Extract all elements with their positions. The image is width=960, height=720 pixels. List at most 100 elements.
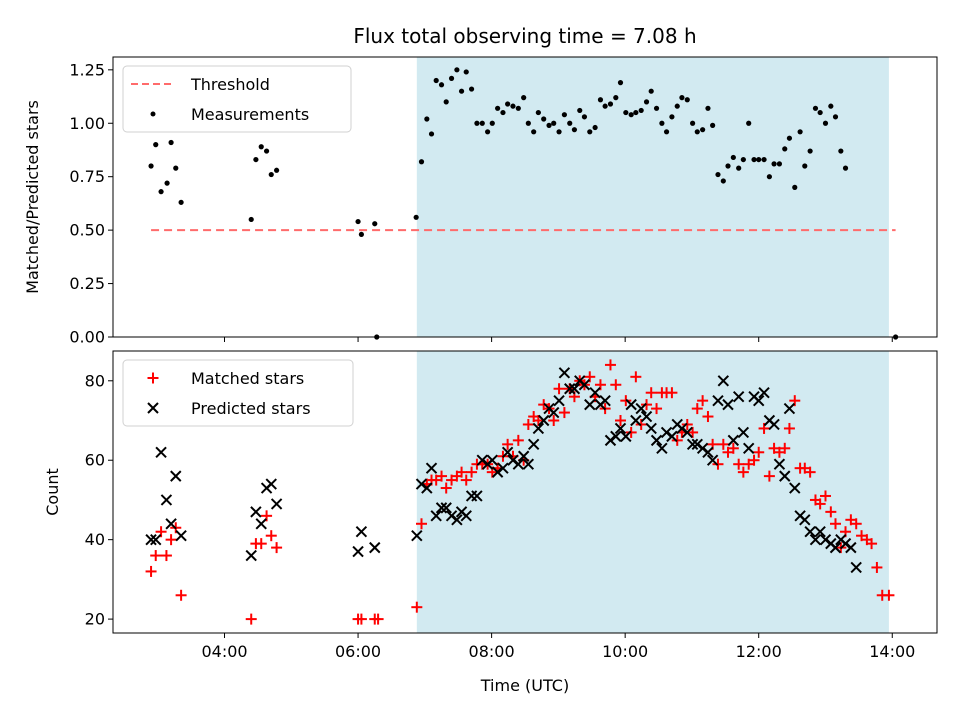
x-tick-label: 06:00	[335, 642, 381, 661]
predicted-star-point	[737, 426, 750, 439]
measurement-point	[623, 109, 629, 116]
measurement-point	[443, 99, 449, 105]
matched-star-point	[825, 506, 837, 518]
matched-star-point	[456, 466, 468, 478]
measurement-point	[424, 116, 430, 122]
y-tick-label: 40	[85, 530, 105, 549]
measurement-point	[838, 148, 844, 154]
measurement-point	[638, 107, 644, 114]
predicted-star-point	[686, 438, 699, 451]
y-tick-label: 0.00	[69, 328, 105, 347]
predicted-star-point	[527, 438, 540, 451]
legend: Threshold Measurements	[122, 65, 352, 133]
predicted-star-point	[742, 442, 755, 455]
predicted-star-point	[625, 398, 637, 411]
predicted-star-point	[175, 529, 187, 542]
measurement-point	[153, 142, 159, 148]
measurement-point	[433, 77, 439, 84]
predicted-star-point	[640, 410, 653, 423]
matched-star-point	[160, 550, 172, 562]
matched-star-point	[697, 395, 709, 407]
predicted-star-point	[578, 379, 591, 391]
measurement-point	[628, 112, 634, 118]
predicted-star-point	[537, 414, 550, 427]
y-tick-label: 1.00	[69, 114, 105, 133]
measurement-point	[633, 109, 639, 116]
predicted-star-point	[352, 545, 364, 558]
matched-star-point	[866, 538, 878, 550]
predicted-star-point	[809, 533, 822, 546]
predicted-star-point	[589, 386, 601, 399]
top-marks	[148, 67, 899, 340]
legend-matched-swatch	[147, 372, 159, 384]
legend-predicted-swatch	[147, 402, 159, 414]
y-tick-label: 60	[85, 451, 105, 470]
measurement-point	[822, 120, 829, 126]
measurement-point	[776, 161, 783, 167]
predicted-star-point	[706, 454, 719, 466]
matched-star-point	[271, 542, 283, 554]
y-tick-label: 0.25	[69, 274, 105, 293]
measurement-point	[746, 120, 752, 126]
measurement-point	[458, 88, 465, 94]
predicted-star-point	[779, 470, 791, 482]
predicted-star-point	[165, 518, 177, 530]
matched-star-point	[779, 442, 791, 454]
measurement-point	[268, 171, 274, 178]
matched-star-point	[502, 438, 514, 450]
predicted-star-point	[610, 430, 622, 443]
measurement-point	[832, 114, 839, 120]
legend: Matched stars Predicted stars	[122, 359, 354, 427]
predicted-star-point	[425, 462, 438, 474]
measurement-point	[248, 216, 254, 223]
matched-star-point	[165, 534, 177, 546]
y-tick-label: 0.75	[69, 167, 105, 186]
measurement-point	[355, 218, 361, 225]
top-ticks: 0.00 0.25 0.50 0.75 1.00 1.25	[69, 60, 893, 347]
plus-marker-icon	[147, 372, 159, 384]
matched-star-point	[871, 561, 883, 573]
predicted-star-point	[501, 446, 514, 458]
predicted-star-point	[265, 478, 277, 490]
predicted-star-point	[584, 398, 596, 411]
measurement-point	[551, 120, 557, 126]
measurement-point	[479, 120, 485, 126]
matched-star-point	[245, 613, 257, 625]
bottom-marks	[145, 359, 895, 625]
matched-star-point	[372, 613, 384, 625]
predicted-star-point	[614, 422, 627, 435]
legend-box	[122, 359, 354, 427]
predicted-star-point	[355, 526, 368, 538]
predicted-star-point	[789, 482, 801, 494]
measurement-point	[505, 101, 511, 107]
measurement-point	[715, 171, 721, 178]
top-axes: 0.00 0.25 0.50 0.75 1.00 1.25 Matched/Predict…	[23, 56, 938, 347]
predicted-star-point	[512, 458, 525, 470]
predicted-star-point	[486, 454, 498, 466]
matched-star-point	[150, 550, 162, 562]
matched-star-point	[819, 490, 831, 502]
predicted-star-point	[471, 490, 483, 502]
matched-star-point	[466, 466, 478, 478]
matched-star-point	[145, 565, 157, 577]
predicted-star-point	[170, 470, 182, 482]
predicted-star-point	[160, 494, 173, 506]
measurement-point	[577, 107, 583, 114]
legend-measurements-label: Measurements	[191, 105, 309, 124]
measurement-point	[674, 103, 680, 109]
measurement-point	[438, 82, 445, 88]
measurement-point	[474, 120, 480, 126]
measurement-point	[751, 156, 757, 163]
measurement-point	[173, 165, 179, 171]
x-tick-label: 08:00	[469, 642, 515, 661]
measurement-point	[521, 95, 527, 101]
measurement-point	[812, 105, 819, 111]
matched-star-point	[512, 434, 524, 446]
predicted-star-point	[656, 442, 668, 455]
measurement-point	[705, 105, 711, 111]
x-tick-label: 04:00	[201, 642, 247, 661]
predicted-star-point	[245, 549, 257, 562]
matched-star-point	[175, 589, 187, 601]
predicted-star-point	[829, 541, 842, 554]
measurement-point	[253, 156, 259, 163]
